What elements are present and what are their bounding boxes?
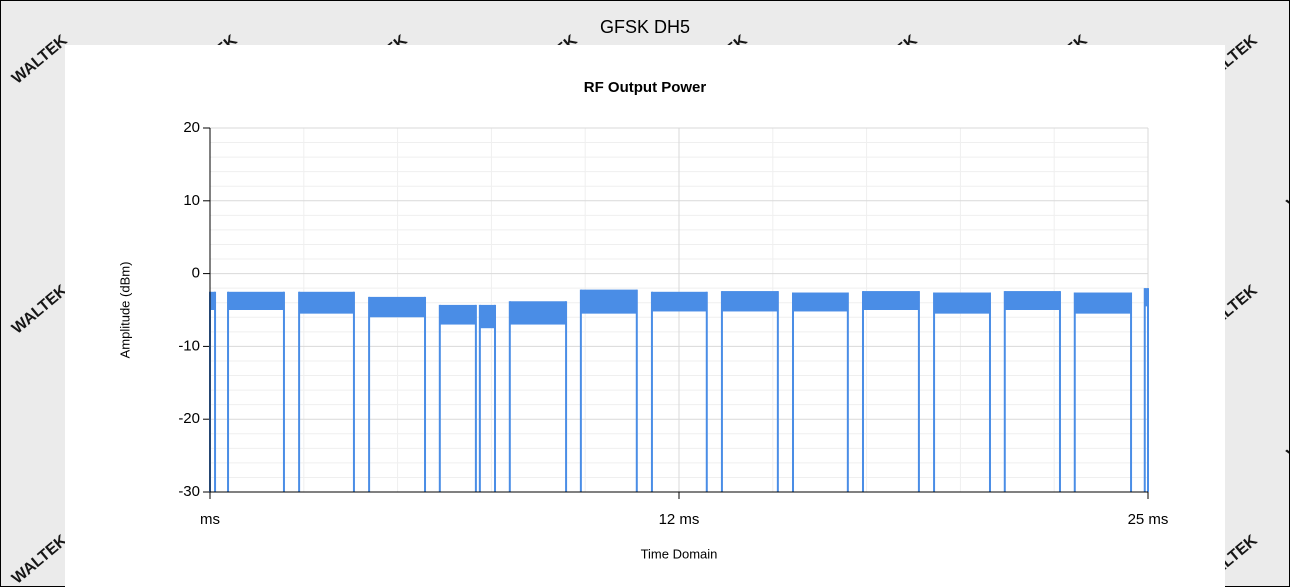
x-axis-label: Time Domain	[641, 546, 718, 561]
y-tick-label: 20	[183, 119, 200, 136]
burst	[1074, 292, 1132, 314]
burst	[479, 304, 496, 329]
burst	[1004, 291, 1060, 310]
chart-panel	[65, 45, 1225, 587]
burst	[369, 296, 426, 318]
y-tick-label: -20	[178, 410, 200, 427]
y-tick-label: -10	[178, 337, 200, 354]
burst	[1144, 288, 1148, 307]
y-tick-label: 0	[192, 265, 200, 282]
burst	[651, 291, 707, 312]
x-tick-label: ms	[200, 511, 220, 528]
burst	[509, 301, 567, 325]
burst	[299, 291, 354, 314]
burst	[228, 291, 284, 310]
burst	[793, 292, 848, 312]
y-axis-label: Amplitude (dBm)	[117, 262, 132, 359]
burst	[210, 291, 216, 310]
y-tick-label: -30	[178, 483, 200, 500]
y-tick-label: 10	[183, 192, 200, 209]
burst	[439, 304, 476, 325]
burst	[934, 292, 990, 314]
x-tick-label: 25 ms	[1128, 511, 1169, 528]
burst	[580, 289, 637, 314]
burst	[862, 291, 919, 310]
header: GFSK DH5	[600, 17, 690, 37]
chart-title: RF Output Power	[584, 79, 707, 96]
x-tick-label: 12 ms	[659, 511, 700, 528]
burst	[721, 291, 778, 312]
